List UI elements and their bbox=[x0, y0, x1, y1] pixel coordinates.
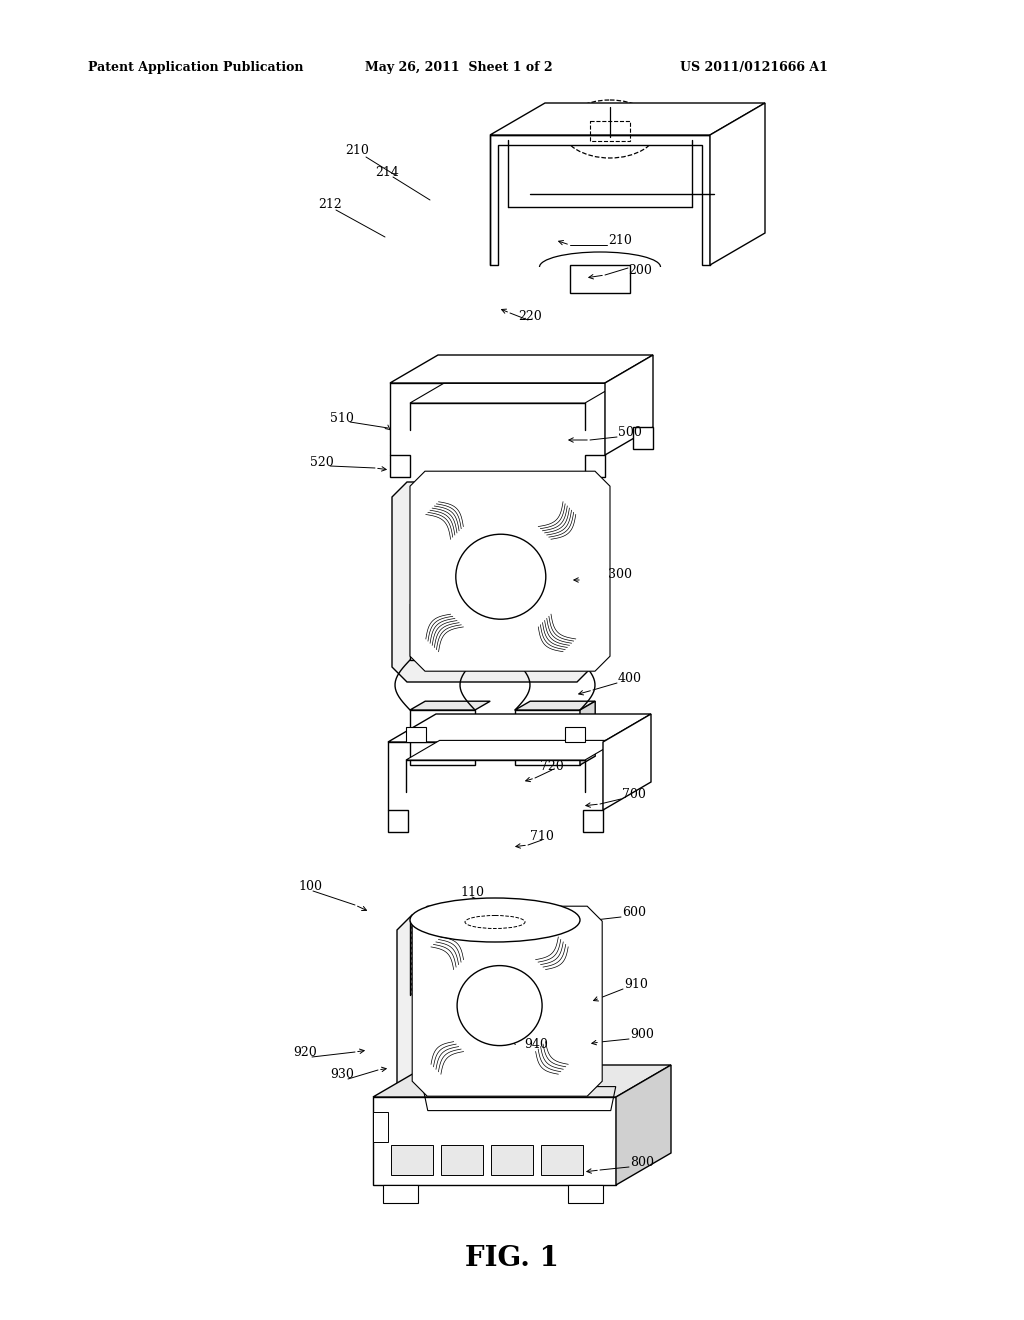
Polygon shape bbox=[410, 710, 475, 766]
Polygon shape bbox=[406, 727, 426, 742]
Text: 520: 520 bbox=[310, 455, 334, 469]
Polygon shape bbox=[391, 1144, 433, 1175]
Text: 800: 800 bbox=[630, 1155, 654, 1168]
Polygon shape bbox=[410, 383, 618, 403]
Text: 300: 300 bbox=[608, 569, 632, 582]
Polygon shape bbox=[410, 471, 610, 671]
Polygon shape bbox=[388, 714, 651, 742]
Polygon shape bbox=[410, 701, 490, 710]
Text: 214: 214 bbox=[375, 166, 399, 180]
Polygon shape bbox=[383, 1185, 418, 1203]
Polygon shape bbox=[490, 135, 710, 265]
Text: 200: 200 bbox=[628, 264, 652, 276]
Polygon shape bbox=[373, 1097, 616, 1185]
Ellipse shape bbox=[410, 898, 580, 942]
Ellipse shape bbox=[456, 535, 546, 619]
Polygon shape bbox=[633, 426, 653, 449]
Polygon shape bbox=[605, 355, 653, 455]
Text: Patent Application Publication: Patent Application Publication bbox=[88, 62, 303, 74]
Polygon shape bbox=[565, 727, 585, 742]
Polygon shape bbox=[515, 605, 580, 660]
Polygon shape bbox=[373, 1111, 388, 1142]
Polygon shape bbox=[580, 597, 595, 660]
Polygon shape bbox=[490, 103, 765, 135]
Polygon shape bbox=[390, 355, 653, 383]
Polygon shape bbox=[616, 1065, 671, 1185]
Text: 720: 720 bbox=[540, 759, 564, 772]
Polygon shape bbox=[541, 1144, 583, 1175]
Polygon shape bbox=[515, 597, 595, 605]
Ellipse shape bbox=[457, 966, 542, 1045]
Polygon shape bbox=[410, 597, 490, 605]
Polygon shape bbox=[568, 1185, 603, 1203]
Text: 110: 110 bbox=[460, 886, 484, 899]
Polygon shape bbox=[585, 455, 605, 477]
Polygon shape bbox=[441, 1144, 483, 1175]
Polygon shape bbox=[397, 915, 587, 1105]
Text: 212: 212 bbox=[318, 198, 342, 211]
Polygon shape bbox=[388, 810, 408, 832]
Polygon shape bbox=[390, 455, 410, 477]
Text: 210: 210 bbox=[608, 234, 632, 247]
Polygon shape bbox=[406, 741, 618, 760]
Text: 500: 500 bbox=[618, 425, 642, 438]
Text: 930: 930 bbox=[330, 1068, 354, 1081]
Text: 900: 900 bbox=[630, 1027, 654, 1040]
Polygon shape bbox=[603, 714, 651, 810]
Text: 940: 940 bbox=[524, 1038, 548, 1051]
Polygon shape bbox=[413, 907, 602, 1096]
Polygon shape bbox=[570, 265, 630, 293]
Text: 710: 710 bbox=[530, 829, 554, 842]
Polygon shape bbox=[580, 701, 595, 766]
Polygon shape bbox=[583, 810, 603, 832]
Text: 920: 920 bbox=[293, 1045, 316, 1059]
Text: 100: 100 bbox=[298, 879, 322, 892]
Polygon shape bbox=[490, 1144, 534, 1175]
Text: May 26, 2011  Sheet 1 of 2: May 26, 2011 Sheet 1 of 2 bbox=[365, 62, 553, 74]
Text: 400: 400 bbox=[618, 672, 642, 685]
Text: 700: 700 bbox=[622, 788, 646, 800]
Ellipse shape bbox=[410, 973, 580, 1016]
Text: 600: 600 bbox=[622, 906, 646, 919]
Text: 210: 210 bbox=[345, 144, 369, 157]
Text: 510: 510 bbox=[330, 412, 354, 425]
Text: FIG. 1: FIG. 1 bbox=[465, 1245, 559, 1271]
Polygon shape bbox=[410, 605, 475, 660]
Polygon shape bbox=[373, 1065, 671, 1097]
Text: 910: 910 bbox=[624, 978, 648, 990]
Polygon shape bbox=[515, 701, 595, 710]
Polygon shape bbox=[392, 482, 592, 682]
Text: US 2011/0121666 A1: US 2011/0121666 A1 bbox=[680, 62, 827, 74]
Polygon shape bbox=[515, 710, 580, 766]
Polygon shape bbox=[710, 103, 765, 265]
Text: 220: 220 bbox=[518, 309, 542, 322]
